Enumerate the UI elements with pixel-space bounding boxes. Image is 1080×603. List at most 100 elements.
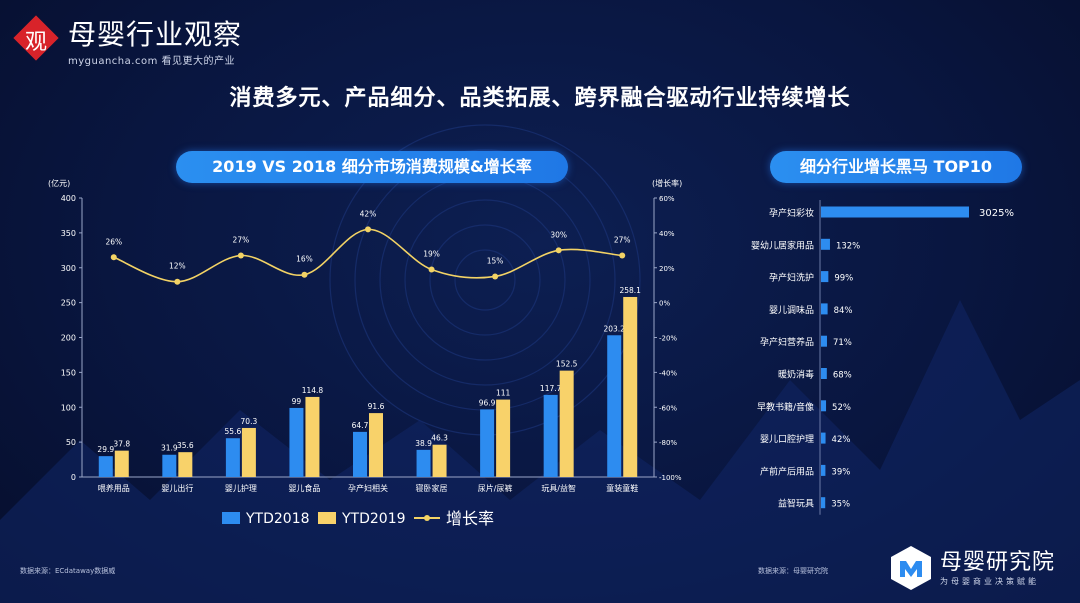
growth-rate-label: 30%	[550, 230, 567, 239]
growth-rate-label: 16%	[296, 255, 313, 264]
bar-label-ytd2018: 29.9	[97, 445, 114, 454]
y2-tick-label: -40%	[659, 369, 677, 377]
bar-label-ytd2018: 38.9	[415, 439, 432, 448]
y2-tick-label: 60%	[659, 195, 675, 203]
y-axis-title: (亿元)	[48, 178, 70, 188]
bar-ytd2018	[607, 335, 622, 477]
brand-subtitle: 为母婴商业决策赋能	[940, 576, 1039, 586]
growth-rate-label: 27%	[614, 236, 631, 245]
top10-category-label: 孕产妇彩妆	[769, 207, 814, 219]
top10-category-label: 婴儿调味品	[769, 304, 814, 316]
y2-axis-title: (增长率)	[652, 178, 682, 188]
bar-ytd2019	[305, 396, 320, 477]
top10-bar	[821, 464, 826, 476]
bar-label-ytd2019: 91.6	[368, 402, 385, 411]
x-tick-label: 孕产妇相关	[348, 483, 388, 493]
brand-logo: 母婴研究院 为母婴商业决策赋能	[888, 544, 1055, 592]
y2-tick-label: 40%	[659, 230, 675, 238]
page-title: 消费多元、产品细分、品类拓展、跨界融合驱动行业持续增长	[229, 86, 851, 111]
top10-value-label: 132%	[836, 241, 860, 251]
top10-value-label: 35%	[831, 500, 850, 510]
x-tick-label: 尿片/尿裤	[478, 483, 513, 493]
y-tick-label: 200	[61, 334, 76, 343]
y-tick-label: 250	[61, 299, 76, 308]
bar-label-ytd2018: 64.7	[352, 421, 369, 430]
bar-ytd2018	[416, 449, 431, 477]
y-tick-label: 100	[61, 403, 76, 412]
top10-category-label: 婴儿口腔护理	[760, 433, 814, 445]
top10-category-label: 早教书籍/音像	[757, 401, 814, 413]
top10-bar	[821, 497, 826, 509]
legend-label-ytd2019: YTD2019	[341, 511, 406, 527]
bar-label-ytd2019: 46.3	[431, 434, 448, 443]
growth-rate-label: 42%	[360, 209, 377, 218]
bar-label-ytd2019: 111	[496, 389, 511, 398]
y-tick-label: 0	[71, 473, 76, 482]
bar-label-ytd2018: 96.9	[479, 398, 496, 407]
bar-label-ytd2019: 37.8	[113, 440, 130, 449]
top10-category-label: 产前产后用品	[760, 465, 814, 477]
bar-ytd2019	[369, 413, 383, 477]
y-tick-label: 400	[61, 194, 76, 203]
x-tick-label: 婴儿护理	[225, 483, 257, 493]
bar-label-ytd2019: 152.5	[556, 360, 578, 369]
growth-rate-point	[301, 271, 308, 278]
y-tick-label: 150	[61, 368, 76, 377]
growth-rate-point	[555, 247, 562, 254]
top10-value-label: 3025%	[979, 208, 1014, 219]
top10-category-label: 暖奶消毒	[778, 369, 814, 381]
legend-label-ytd2018: YTD2018	[245, 511, 310, 527]
bar-label-ytd2019: 114.8	[302, 386, 324, 395]
legend-swatch-ytd2019	[318, 512, 336, 524]
bar-label-ytd2018: 31.9	[161, 444, 178, 453]
y2-tick-label: -80%	[659, 439, 677, 447]
bar-label-ytd2019: 35.6	[177, 441, 194, 450]
top10-category-label: 孕产妇营养品	[760, 336, 814, 348]
brand-icon	[891, 546, 931, 590]
top10-bar	[821, 303, 828, 315]
top10-value-label: 42%	[832, 435, 851, 445]
x-tick-label: 寝卧家居	[416, 483, 448, 493]
growth-rate-label: 12%	[169, 262, 186, 271]
bar-ytd2019	[623, 296, 638, 477]
growth-rate-label: 26%	[105, 237, 122, 246]
growth-rate-label: 15%	[487, 256, 504, 265]
x-tick-label: 玩具/益智	[541, 483, 576, 493]
bar-ytd2019	[432, 444, 447, 477]
growth-rate-label: 19%	[423, 249, 440, 258]
bar-ytd2018	[480, 409, 495, 477]
top10-bar	[821, 238, 830, 250]
x-tick-label: 喂养用品	[98, 483, 130, 493]
logo-mark-char: 观	[24, 30, 47, 55]
top10-value-label: 39%	[831, 467, 850, 477]
x-tick-label: 婴儿出行	[161, 483, 193, 493]
bar-ytd2018	[289, 407, 304, 477]
left-panel-title: 2019 VS 2018 细分市场消费规模&增长率	[176, 151, 568, 183]
bar-ytd2019	[496, 399, 511, 477]
x-tick-label: 童装童鞋	[606, 483, 638, 493]
bar-ytd2018	[98, 456, 113, 477]
growth-rate-point	[110, 254, 117, 261]
y2-tick-label: -60%	[659, 404, 677, 412]
legend-label-growth: 增长率	[446, 509, 494, 528]
y2-tick-label: -20%	[659, 335, 677, 343]
logo-subtitle: myguancha.com 看见更大的产业	[68, 56, 235, 67]
y2-tick-label: 20%	[659, 265, 675, 273]
top10-value-label: 52%	[832, 403, 851, 413]
legend-marker-growth	[424, 515, 430, 521]
growth-rate-point	[174, 278, 181, 285]
y-tick-label: 350	[61, 229, 76, 238]
bar-ytd2018	[543, 394, 558, 477]
bar-label-ytd2019: 70.3	[241, 417, 258, 426]
legend-swatch-ytd2018	[222, 512, 240, 524]
bar-ytd2019	[114, 450, 129, 477]
top10-category-label: 益智玩具	[778, 498, 814, 510]
top10-bar	[821, 335, 827, 347]
top10-bar	[821, 368, 827, 379]
bar-ytd2019	[559, 370, 574, 477]
top10-bar	[821, 206, 969, 218]
growth-rate-point	[237, 252, 244, 259]
logo: 观 母婴行业观察 myguancha.com 看见更大的产业	[13, 15, 242, 67]
bar-label-ytd2018: 55.6	[225, 427, 242, 436]
